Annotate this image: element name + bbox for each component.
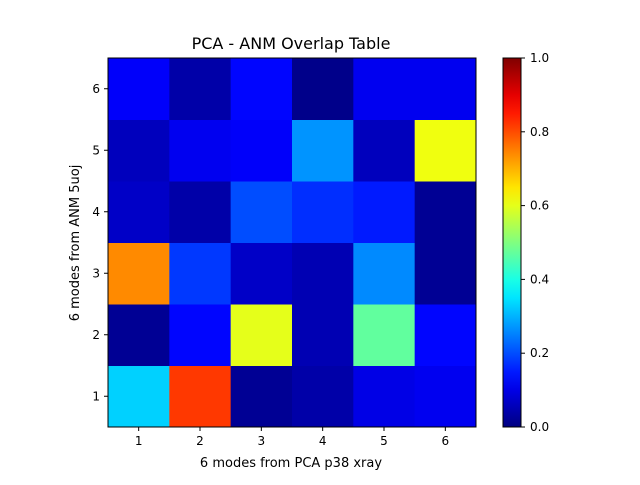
chart-title: PCA - ANM Overlap Table bbox=[192, 34, 391, 53]
heatmap-cell bbox=[292, 304, 354, 366]
heatmap-cell bbox=[414, 58, 477, 120]
heatmap-cell bbox=[108, 58, 170, 120]
heatmap-cell bbox=[169, 304, 232, 366]
heatmap-cell bbox=[292, 119, 354, 182]
heatmap-cell bbox=[414, 181, 477, 243]
x-tick-label: 1 bbox=[135, 434, 143, 448]
y-tick-label: 1 bbox=[92, 389, 100, 403]
heatmap-cells bbox=[108, 58, 477, 428]
heatmap-cell bbox=[353, 58, 416, 120]
heatmap-cell bbox=[169, 58, 232, 120]
x-tick-label: 3 bbox=[258, 434, 266, 448]
y-tick-label: 6 bbox=[92, 82, 100, 96]
heatmap-cell bbox=[353, 242, 416, 305]
heatmap-cell bbox=[414, 119, 477, 182]
y-tick-label: 4 bbox=[92, 205, 100, 219]
colorbar-tick-label: 0.4 bbox=[530, 272, 549, 286]
colorbar-tick-label: 0.8 bbox=[530, 125, 549, 139]
colorbar-tick-label: 0.6 bbox=[530, 199, 549, 213]
heatmap-cell bbox=[108, 242, 170, 305]
x-axis-ticks: 1 2 3 4 5 6 bbox=[135, 427, 449, 448]
y-tick-label: 2 bbox=[92, 328, 100, 342]
colorbar-ticks: 0.0 0.2 0.4 0.6 0.8 1.0 bbox=[521, 51, 549, 434]
heatmap-cell bbox=[169, 181, 232, 243]
heatmap-cell bbox=[108, 304, 170, 366]
heatmap-cell bbox=[230, 365, 293, 428]
heatmap-cell bbox=[353, 304, 416, 366]
x-tick-label: 2 bbox=[196, 434, 204, 448]
heatmap-cell bbox=[169, 365, 232, 428]
heatmap-cell bbox=[230, 304, 293, 366]
colorbar-tick-label: 0.0 bbox=[530, 420, 549, 434]
heatmap-cell bbox=[353, 181, 416, 243]
colorbar-gradient bbox=[503, 58, 521, 427]
heatmap-cell bbox=[230, 119, 293, 182]
x-tick-label: 6 bbox=[442, 434, 450, 448]
heatmap-cell bbox=[108, 181, 170, 243]
heatmap-cell bbox=[292, 242, 354, 305]
y-axis-ticks: 1 2 3 4 5 6 bbox=[92, 82, 108, 403]
y-tick-label: 5 bbox=[92, 143, 100, 157]
x-tick-label: 5 bbox=[380, 434, 388, 448]
heatmap-cell bbox=[108, 365, 170, 428]
heatmap-cell bbox=[353, 365, 416, 428]
colorbar: 0.0 0.2 0.4 0.6 0.8 1.0 bbox=[502, 51, 549, 434]
heatmap-cell bbox=[108, 119, 170, 182]
heatmap-cell bbox=[292, 58, 354, 120]
y-tick-label: 3 bbox=[92, 266, 100, 280]
heatmap-cell bbox=[169, 242, 232, 305]
heatmap-cell bbox=[230, 58, 293, 120]
y-axis-label: 6 modes from ANM 5uoj bbox=[68, 165, 83, 322]
heatmap-cell bbox=[169, 119, 232, 182]
heatmap-cell bbox=[230, 242, 293, 305]
x-tick-label: 4 bbox=[319, 434, 327, 448]
colorbar-tick-label: 0.2 bbox=[530, 346, 549, 360]
colorbar-frame bbox=[502, 57, 522, 428]
heatmap-cell bbox=[414, 304, 477, 366]
colorbar-tick-label: 1.0 bbox=[530, 51, 549, 65]
heatmap-cell bbox=[230, 181, 293, 243]
heatmap-cell bbox=[414, 365, 477, 428]
x-axis-label: 6 modes from PCA p38 xray bbox=[200, 456, 382, 471]
heatmap-cell bbox=[353, 119, 416, 182]
heatmap-cell bbox=[292, 365, 354, 428]
plot-frame bbox=[107, 57, 477, 428]
heatmap-cell bbox=[292, 181, 354, 243]
heatmap-cell bbox=[414, 242, 477, 305]
